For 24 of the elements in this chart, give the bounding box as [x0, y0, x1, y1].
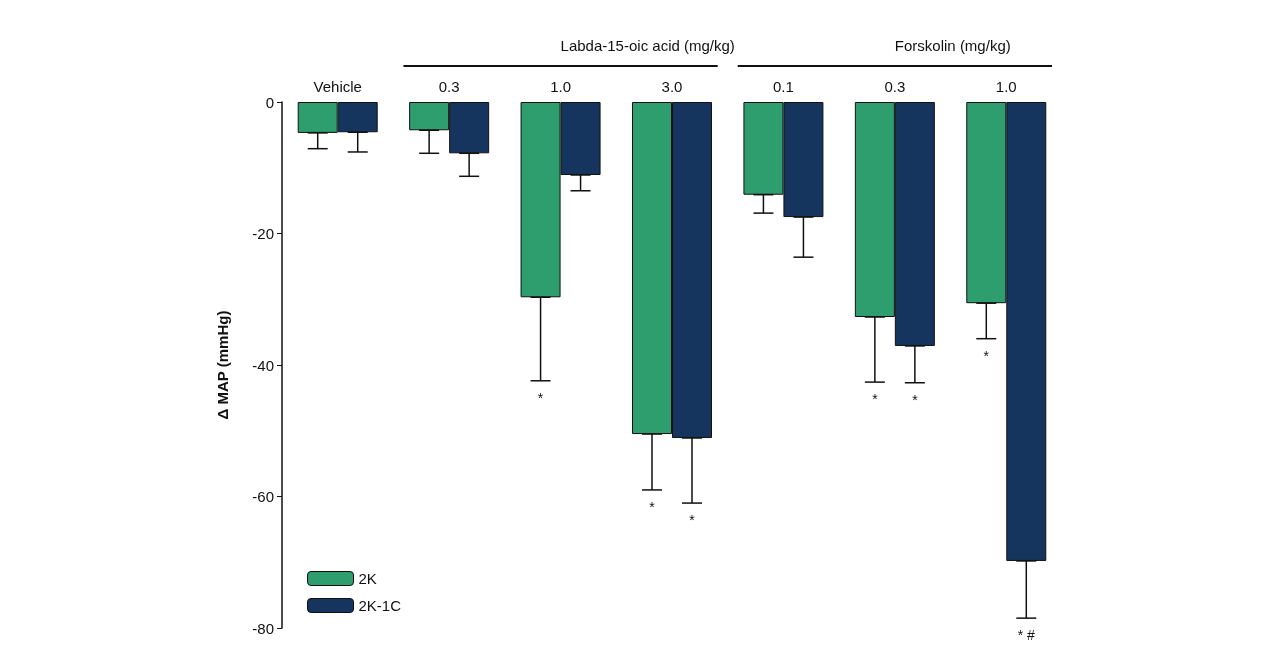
annotation: * [912, 391, 919, 408]
annotation: * [983, 347, 990, 364]
text: Labda-15-oic acid (mg/kg) [560, 37, 735, 54]
annotation: * [649, 498, 656, 515]
x-tick-label: 0.3 [884, 78, 906, 95]
x-tick-label: 1.0 [995, 78, 1017, 95]
x-tick-label: 1.0 [550, 78, 571, 95]
y-axis-title: Δ MAP (mmHg) [214, 310, 231, 420]
x-tick-label: 0.3 [438, 78, 460, 95]
y-tick-label: 0 [265, 93, 274, 111]
annotation: * [872, 391, 879, 408]
legend-label: 2K [358, 570, 377, 587]
x-tick-label: Vehicle [313, 78, 362, 95]
y-tick-label: -80 [252, 619, 274, 637]
x-tick-label: 0.1 [773, 78, 794, 95]
text: Forskolin (mg/kg) [894, 37, 1011, 54]
annotation: * # [1017, 627, 1036, 644]
y-tick-label: -40 [252, 356, 274, 374]
annotation: * [537, 389, 544, 406]
legend-label: 2K-1C [358, 597, 402, 614]
x-tick-label: 3.0 [661, 78, 683, 95]
annotation: * [689, 512, 696, 529]
y-tick-label: -20 [252, 225, 274, 242]
y-tick-label: -60 [252, 488, 274, 505]
